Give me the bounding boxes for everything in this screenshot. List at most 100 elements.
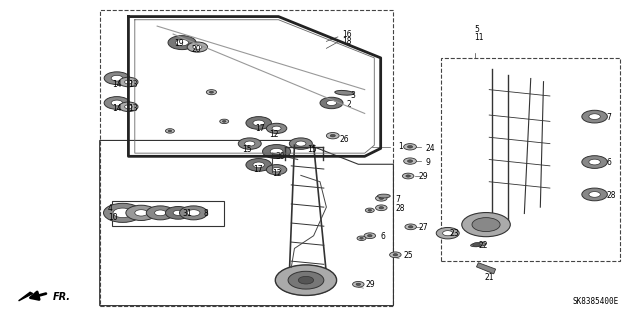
Circle shape: [356, 283, 360, 286]
Circle shape: [326, 132, 339, 139]
Text: 31: 31: [182, 209, 193, 218]
Circle shape: [436, 227, 460, 239]
Circle shape: [223, 121, 226, 122]
Circle shape: [390, 252, 401, 258]
Circle shape: [364, 233, 376, 239]
Circle shape: [582, 110, 607, 123]
Text: 13: 13: [129, 80, 138, 89]
Circle shape: [193, 45, 202, 49]
Circle shape: [472, 243, 480, 247]
Circle shape: [111, 75, 123, 81]
Ellipse shape: [378, 194, 390, 198]
Text: 7: 7: [606, 113, 611, 122]
Text: 20: 20: [191, 45, 200, 55]
Circle shape: [330, 134, 335, 137]
Circle shape: [406, 175, 410, 177]
Circle shape: [589, 114, 600, 120]
Circle shape: [405, 224, 417, 230]
Text: 24: 24: [426, 144, 435, 153]
Circle shape: [275, 265, 337, 295]
Circle shape: [408, 145, 413, 148]
Circle shape: [379, 197, 383, 199]
Circle shape: [288, 271, 324, 289]
Circle shape: [104, 203, 142, 222]
Text: 10: 10: [108, 213, 118, 222]
Circle shape: [408, 160, 413, 162]
Circle shape: [168, 36, 196, 50]
Circle shape: [393, 254, 397, 256]
Ellipse shape: [470, 242, 486, 247]
Circle shape: [111, 100, 123, 106]
Text: 2: 2: [347, 100, 351, 109]
Text: 17: 17: [255, 124, 264, 133]
Text: 3: 3: [351, 92, 356, 100]
Circle shape: [179, 206, 207, 220]
Circle shape: [119, 77, 138, 87]
Ellipse shape: [335, 91, 354, 95]
Circle shape: [357, 236, 366, 241]
Text: 12: 12: [272, 169, 282, 178]
Text: 6: 6: [606, 158, 611, 167]
Circle shape: [365, 208, 374, 212]
Circle shape: [253, 120, 264, 126]
Circle shape: [589, 159, 600, 165]
Text: 4: 4: [108, 204, 113, 213]
Circle shape: [262, 145, 291, 159]
Text: 15: 15: [242, 145, 252, 154]
Text: 14: 14: [113, 80, 122, 89]
Circle shape: [246, 159, 271, 171]
Circle shape: [272, 126, 281, 130]
Circle shape: [368, 210, 372, 211]
Circle shape: [296, 141, 306, 146]
Text: 1: 1: [398, 142, 403, 151]
Text: 19: 19: [174, 39, 184, 48]
Circle shape: [462, 212, 510, 237]
Text: 23: 23: [450, 229, 460, 238]
Circle shape: [246, 117, 271, 129]
Circle shape: [135, 210, 148, 216]
Text: 17: 17: [253, 165, 262, 174]
Circle shape: [367, 234, 372, 237]
Circle shape: [187, 42, 207, 52]
Text: 29: 29: [419, 173, 429, 182]
Circle shape: [166, 129, 174, 133]
Circle shape: [126, 205, 157, 220]
Text: 26: 26: [339, 135, 349, 144]
Circle shape: [270, 148, 283, 155]
Circle shape: [187, 210, 200, 216]
Text: 15: 15: [307, 145, 317, 154]
Text: FR.: FR.: [53, 292, 71, 302]
Circle shape: [266, 123, 287, 133]
Circle shape: [298, 276, 314, 284]
Circle shape: [376, 196, 387, 201]
Circle shape: [173, 210, 183, 215]
Text: 11: 11: [474, 33, 484, 42]
Circle shape: [289, 138, 312, 149]
Circle shape: [253, 162, 264, 168]
Circle shape: [238, 138, 261, 149]
Circle shape: [244, 141, 255, 146]
Text: 28: 28: [396, 204, 405, 213]
Text: 30: 30: [275, 152, 285, 161]
Circle shape: [113, 208, 132, 218]
Circle shape: [175, 40, 188, 46]
Circle shape: [582, 156, 607, 168]
Circle shape: [166, 206, 191, 219]
Circle shape: [403, 173, 414, 179]
Circle shape: [272, 167, 281, 172]
Circle shape: [125, 105, 132, 109]
Text: 29: 29: [366, 280, 376, 289]
Circle shape: [408, 226, 413, 228]
Circle shape: [104, 97, 130, 109]
Circle shape: [155, 210, 166, 216]
Circle shape: [353, 281, 364, 287]
Circle shape: [320, 97, 343, 109]
Circle shape: [147, 206, 174, 220]
Text: 16: 16: [342, 30, 352, 39]
Text: 27: 27: [419, 223, 429, 232]
Text: 25: 25: [403, 251, 413, 260]
Circle shape: [582, 188, 607, 201]
Circle shape: [206, 90, 216, 95]
Text: 13: 13: [129, 104, 138, 113]
Circle shape: [472, 218, 500, 232]
